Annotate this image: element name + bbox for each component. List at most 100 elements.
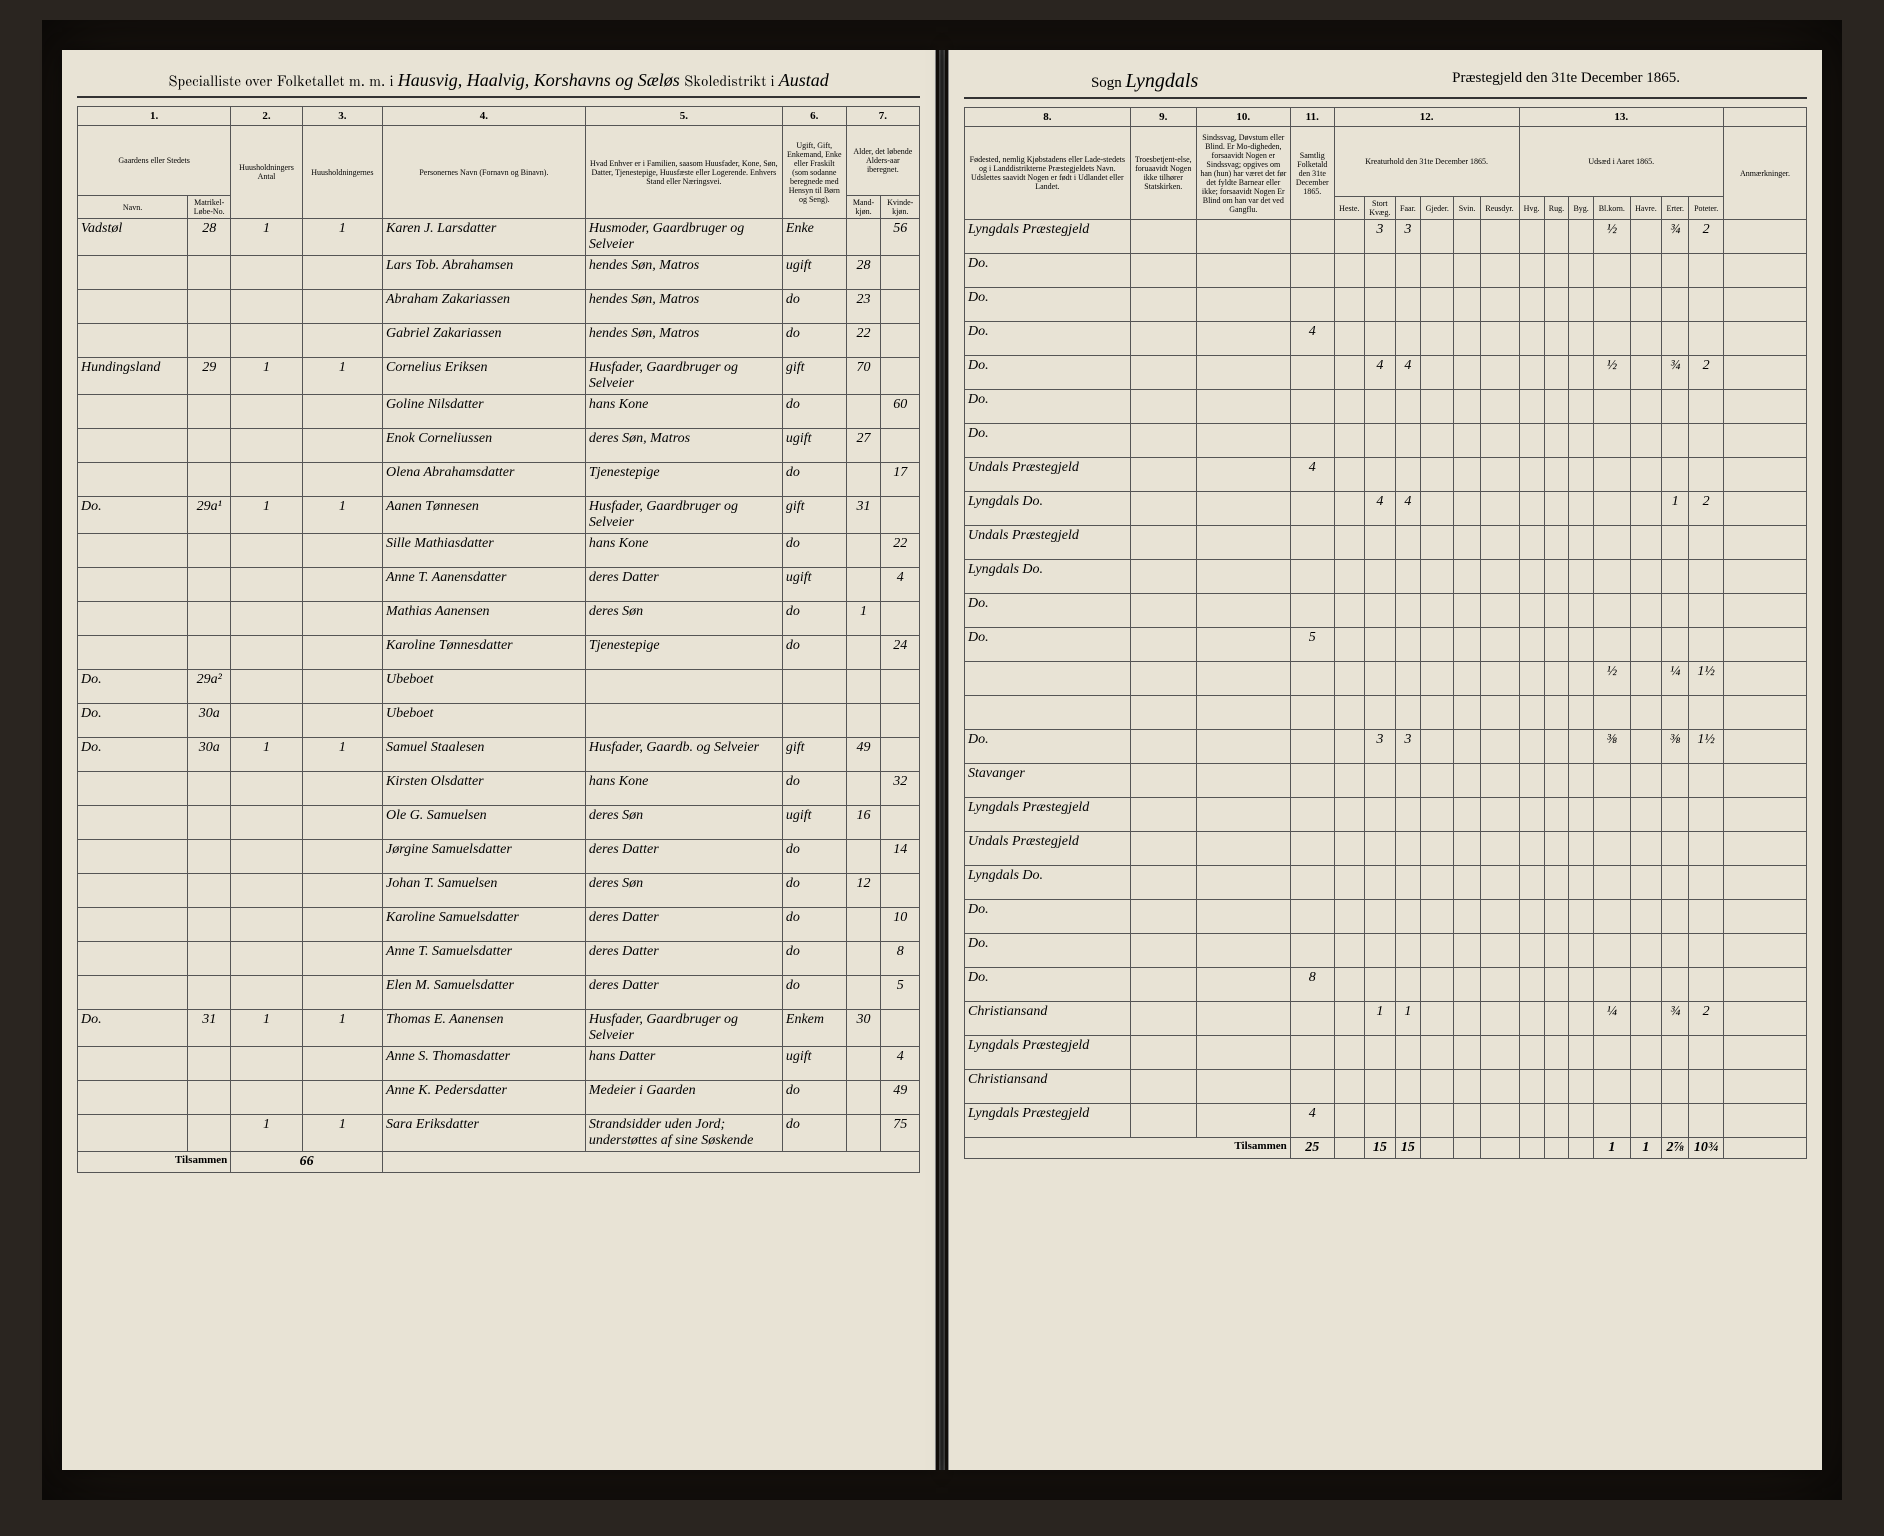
hh-cell (302, 534, 382, 568)
ud-cell (1569, 764, 1594, 798)
stand-cell: ugift (782, 256, 846, 290)
kv-cell (1334, 1036, 1364, 1070)
kv-cell (1454, 730, 1480, 764)
stilling-cell: hendes Søn, Matros (585, 290, 782, 324)
ud-cell (1593, 560, 1630, 594)
hh-cell: 1 (302, 1010, 382, 1047)
ud-cell (1519, 832, 1544, 866)
h13f: Erter. (1662, 197, 1689, 220)
district: Hausvig, Haalvig, Korshavns og Sæløs (398, 70, 680, 90)
stand-cell (782, 704, 846, 738)
fam-cell (231, 670, 302, 704)
k-cell: 75 (881, 1115, 920, 1152)
sted-cell (78, 324, 188, 358)
fodested-cell: Do. (965, 356, 1131, 390)
ud-cell (1593, 866, 1630, 900)
ud-cell (1630, 1002, 1662, 1036)
c11-cell (1290, 594, 1334, 628)
kv-cell (1420, 424, 1453, 458)
kv-cell (1480, 730, 1519, 764)
kv-cell (1480, 356, 1519, 390)
anm-cell (1724, 526, 1807, 560)
ud-cell (1569, 900, 1594, 934)
ud-cell (1662, 390, 1689, 424)
ud-cell (1519, 696, 1544, 730)
navn-cell: Sille Mathiasdatter (382, 534, 585, 568)
ud-cell: 2 (1689, 220, 1724, 254)
hh-cell (302, 602, 382, 636)
kv-cell (1334, 288, 1364, 322)
m-cell (846, 704, 881, 738)
kv-cell (1334, 628, 1364, 662)
kv-cell (1420, 254, 1453, 288)
ud-cell (1662, 322, 1689, 356)
navn-cell: Anne T. Samuelsdatter (382, 942, 585, 976)
stand-cell: do (782, 1115, 846, 1152)
kv-cell (1454, 288, 1480, 322)
sinds-cell (1196, 356, 1290, 390)
table-row: Olena AbrahamsdatterTjenestepigedo17 (78, 463, 920, 497)
navn-cell: Karoline Samuelsdatter (382, 908, 585, 942)
troes-cell (1130, 220, 1196, 254)
austad: Austad (779, 70, 829, 90)
ud-cell (1569, 730, 1594, 764)
kv-cell (1480, 628, 1519, 662)
ud-cell (1569, 594, 1594, 628)
m-cell (846, 1081, 881, 1115)
navn-cell: Enok Corneliussen (382, 429, 585, 463)
h6: Ugift, Gift, Enkemand, Enke eller Fraski… (782, 126, 846, 219)
anm-cell (1724, 492, 1807, 526)
ud-cell (1662, 1104, 1689, 1138)
ud-cell (1689, 254, 1724, 288)
navn-cell: Thomas E. Aanensen (382, 1010, 585, 1047)
ud-cell (1544, 832, 1569, 866)
fodested-cell: Do. (965, 934, 1131, 968)
ud-cell: 1½ (1689, 730, 1724, 764)
ud-cell (1662, 866, 1689, 900)
m-cell: 1 (846, 602, 881, 636)
kv-cell (1334, 594, 1364, 628)
k-cell (881, 874, 920, 908)
ud-cell (1519, 798, 1544, 832)
kv-cell (1334, 968, 1364, 1002)
k-cell: 5 (881, 976, 920, 1010)
kv-cell (1480, 526, 1519, 560)
kv-cell (1420, 560, 1453, 594)
ud-cell (1630, 832, 1662, 866)
sinds-cell (1196, 1104, 1290, 1138)
fodested-cell: Christiansand (965, 1070, 1131, 1104)
navn-cell: Anne T. Aanensdatter (382, 568, 585, 602)
left-page: Specialliste over Folketallet m. m. i Ha… (62, 50, 936, 1470)
k-cell (881, 1010, 920, 1047)
stand-cell: do (782, 602, 846, 636)
hh-cell (302, 908, 382, 942)
ud-cell (1593, 696, 1630, 730)
kv-cell (1454, 458, 1480, 492)
ud-cell (1519, 288, 1544, 322)
c11-cell (1290, 662, 1334, 696)
stand-cell: do (782, 908, 846, 942)
h7b: Kvinde-kjøn. (881, 196, 920, 219)
ud-cell (1593, 254, 1630, 288)
h10: Sindssvag, Døvstum eller Blind. Er Mo-di… (1196, 127, 1290, 220)
kv-cell (1454, 424, 1480, 458)
ud-cell (1630, 1036, 1662, 1070)
kv-cell (1454, 1070, 1480, 1104)
ud-cell (1519, 526, 1544, 560)
fodested-cell: Do. (965, 900, 1131, 934)
hh-cell (302, 568, 382, 602)
kv-cell (1480, 1104, 1519, 1138)
troes-cell (1130, 390, 1196, 424)
table-row: Do.33⅜⅜1½ (965, 730, 1807, 764)
h12d: Gjeder. (1420, 197, 1453, 220)
kv-cell (1420, 492, 1453, 526)
ud-cell (1544, 968, 1569, 1002)
fodested-cell: Lyngdals Do. (965, 866, 1131, 900)
ud-cell (1569, 628, 1594, 662)
sted-cell (78, 534, 188, 568)
h4: Personernes Navn (Fornavn og Binavn). (382, 126, 585, 219)
ud-cell (1662, 288, 1689, 322)
hh-cell (302, 636, 382, 670)
table-row: Karoline TønnesdatterTjenestepigedo24 (78, 636, 920, 670)
ud-cell (1662, 798, 1689, 832)
